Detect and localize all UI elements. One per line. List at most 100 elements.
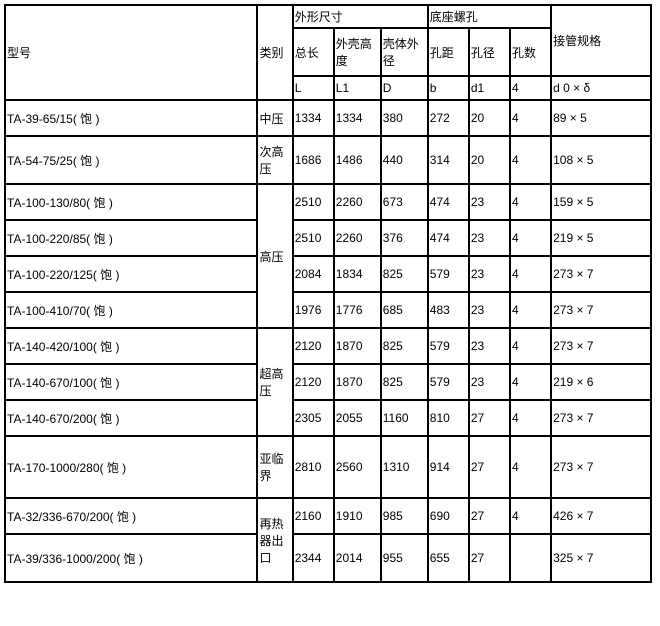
hdr-sym-D: D: [381, 76, 428, 100]
cell-d1: 27: [469, 498, 510, 534]
cell-category: 亚临界: [257, 436, 292, 498]
cell-n: 4: [510, 184, 551, 220]
cell-n: 4: [510, 136, 551, 184]
cell-n: 4: [510, 364, 551, 400]
cell-L1: 2055: [334, 400, 381, 436]
cell-L1: 1870: [334, 328, 381, 364]
cell-D: 1160: [381, 400, 428, 436]
hdr-category: 类别: [257, 5, 292, 100]
table-body: TA-39-65/15( 饱 )中压1334133438027220489 × …: [5, 100, 651, 582]
cell-d1: 23: [469, 328, 510, 364]
cell-L1: 2560: [334, 436, 381, 498]
cell-D: 685: [381, 292, 428, 328]
table-row: TA-100-410/70( 饱 )19761776685483234273 ×…: [5, 292, 651, 328]
cell-L1: 1834: [334, 256, 381, 292]
table-row: TA-140-670/200( 饱 )230520551160810274273…: [5, 400, 651, 436]
hdr-L1: 外壳高度: [334, 28, 381, 76]
cell-b: 655: [428, 534, 469, 582]
cell-b: 314: [428, 136, 469, 184]
cell-model: TA-100-410/70( 饱 ): [5, 292, 257, 328]
hdr-model: 型号: [5, 5, 257, 100]
cell-n: 4: [510, 100, 551, 136]
cell-d1: 23: [469, 184, 510, 220]
cell-model: TA-32/336-670/200( 饱 ): [5, 498, 257, 534]
cell-D: 985: [381, 498, 428, 534]
cell-model: TA-39-65/15( 饱 ): [5, 100, 257, 136]
hdr-D: 壳体外径: [381, 28, 428, 76]
cell-n: 4: [510, 328, 551, 364]
hdr-sym-n: 4: [510, 76, 551, 100]
cell-L: 2160: [293, 498, 334, 534]
cell-d1: 20: [469, 136, 510, 184]
cell-D: 825: [381, 364, 428, 400]
cell-L1: 2260: [334, 220, 381, 256]
cell-L1: 1910: [334, 498, 381, 534]
cell-D: 440: [381, 136, 428, 184]
cell-model: TA-100-220/125( 饱 ): [5, 256, 257, 292]
table-row: TA-100-130/80( 饱 )高压25102260673474234159…: [5, 184, 651, 220]
cell-L: 2120: [293, 328, 334, 364]
cell-category: 超高压: [257, 328, 292, 436]
hdr-sym-b: b: [428, 76, 469, 100]
cell-L1: 1486: [334, 136, 381, 184]
hdr-sym-pipe: d 0 × δ: [551, 76, 651, 100]
cell-b: 474: [428, 184, 469, 220]
table-header: 型号 类别 外形尺寸 底座螺孔 接管规格 总长 外壳高度 壳体外径 孔距 孔径 …: [5, 5, 651, 100]
cell-b: 579: [428, 328, 469, 364]
hdr-d1: 孔径: [469, 28, 510, 76]
hdr-sym-L: L: [293, 76, 334, 100]
cell-pipe: 273 × 7: [551, 256, 651, 292]
cell-n: [510, 534, 551, 582]
table-row: TA-100-220/125( 饱 )20841834825579234273 …: [5, 256, 651, 292]
cell-L1: 1776: [334, 292, 381, 328]
cell-L1: 2014: [334, 534, 381, 582]
table-row: TA-100-220/85( 饱 )25102260376474234219 ×…: [5, 220, 651, 256]
hdr-n: 孔数: [510, 28, 551, 76]
cell-model: TA-140-670/200( 饱 ): [5, 400, 257, 436]
cell-pipe: 219 × 5: [551, 220, 651, 256]
cell-pipe: 219 × 6: [551, 364, 651, 400]
cell-n: 4: [510, 436, 551, 498]
cell-model: TA-170-1000/280( 饱 ): [5, 436, 257, 498]
cell-b: 272: [428, 100, 469, 136]
cell-category: 中压: [257, 100, 292, 136]
cell-pipe: 159 × 5: [551, 184, 651, 220]
cell-model: TA-54-75/25( 饱 ): [5, 136, 257, 184]
cell-D: 376: [381, 220, 428, 256]
hdr-sym-L1: L1: [334, 76, 381, 100]
cell-d1: 20: [469, 100, 510, 136]
cell-model: TA-100-130/80( 饱 ): [5, 184, 257, 220]
cell-b: 474: [428, 220, 469, 256]
cell-d1: 27: [469, 436, 510, 498]
table-row: TA-170-1000/280( 饱 )亚临界28102560131091427…: [5, 436, 651, 498]
cell-pipe: 108 × 5: [551, 136, 651, 184]
cell-d1: 23: [469, 364, 510, 400]
cell-L1: 2260: [334, 184, 381, 220]
table-row: TA-39-65/15( 饱 )中压1334133438027220489 × …: [5, 100, 651, 136]
cell-L: 2810: [293, 436, 334, 498]
cell-D: 1310: [381, 436, 428, 498]
cell-d1: 27: [469, 534, 510, 582]
cell-pipe: 325 × 7: [551, 534, 651, 582]
table-row: TA-39/336-1000/200( 饱 )23442014955655273…: [5, 534, 651, 582]
hdr-dims-group: 外形尺寸: [293, 5, 428, 28]
hdr-L: 总长: [293, 28, 334, 76]
cell-b: 483: [428, 292, 469, 328]
cell-L: 2510: [293, 184, 334, 220]
cell-L: 2084: [293, 256, 334, 292]
spec-table: 型号 类别 外形尺寸 底座螺孔 接管规格 总长 外壳高度 壳体外径 孔距 孔径 …: [4, 4, 652, 583]
hdr-holes-group: 底座螺孔: [428, 5, 551, 28]
cell-model: TA-39/336-1000/200( 饱 ): [5, 534, 257, 582]
cell-model: TA-140-420/100( 饱 ): [5, 328, 257, 364]
table-row: TA-54-75/25( 饱 )次高压16861486440314204108 …: [5, 136, 651, 184]
header-row-1: 型号 类别 外形尺寸 底座螺孔 接管规格: [5, 5, 651, 28]
cell-L: 2510: [293, 220, 334, 256]
cell-n: 4: [510, 292, 551, 328]
cell-D: 380: [381, 100, 428, 136]
cell-pipe: 426 × 7: [551, 498, 651, 534]
cell-n: 4: [510, 256, 551, 292]
cell-d1: 27: [469, 400, 510, 436]
cell-d1: 23: [469, 220, 510, 256]
cell-pipe: 89 × 5: [551, 100, 651, 136]
cell-b: 579: [428, 364, 469, 400]
